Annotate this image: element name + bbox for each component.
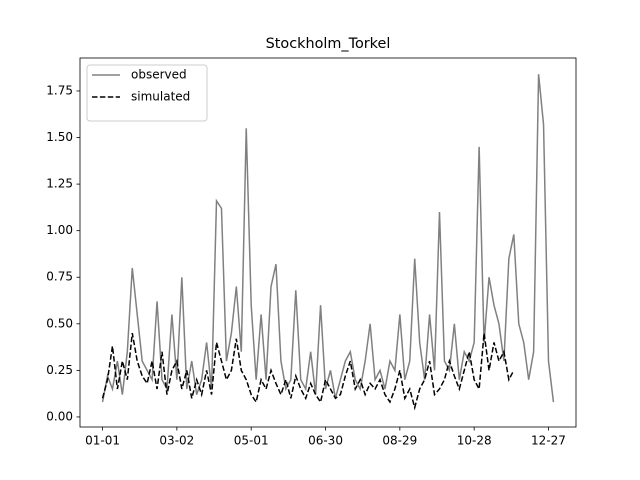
x-tick-label: 12-27 [531, 434, 566, 448]
chart-title: Stockholm_Torkel [266, 36, 391, 52]
x-tick-label: 08-29 [382, 434, 417, 448]
y-tick-label: 0.25 [46, 363, 73, 377]
x-tick-label: 03-02 [159, 434, 194, 448]
x-tick-label: 01-01 [85, 434, 120, 448]
legend-label: observed [131, 68, 187, 82]
plot-frame [79, 57, 577, 428]
y-tick-label: 1.00 [46, 223, 73, 237]
y-tick-label: 1.50 [46, 130, 73, 144]
series-line [101, 74, 555, 403]
y-tick-label: 0.75 [46, 270, 73, 284]
x-tick-label: 10-28 [457, 434, 492, 448]
y-tick-label: 0.00 [46, 409, 73, 423]
legend-label: simulated [131, 90, 190, 104]
series-line [101, 332, 515, 411]
y-tick-label: 1.75 [46, 83, 73, 97]
y-tick-label: 0.50 [46, 316, 73, 330]
legend-box [86, 64, 208, 122]
x-tick-label: 05-01 [234, 434, 269, 448]
y-tick-label: 1.25 [46, 177, 73, 191]
x-tick-label: 06-30 [308, 434, 343, 448]
